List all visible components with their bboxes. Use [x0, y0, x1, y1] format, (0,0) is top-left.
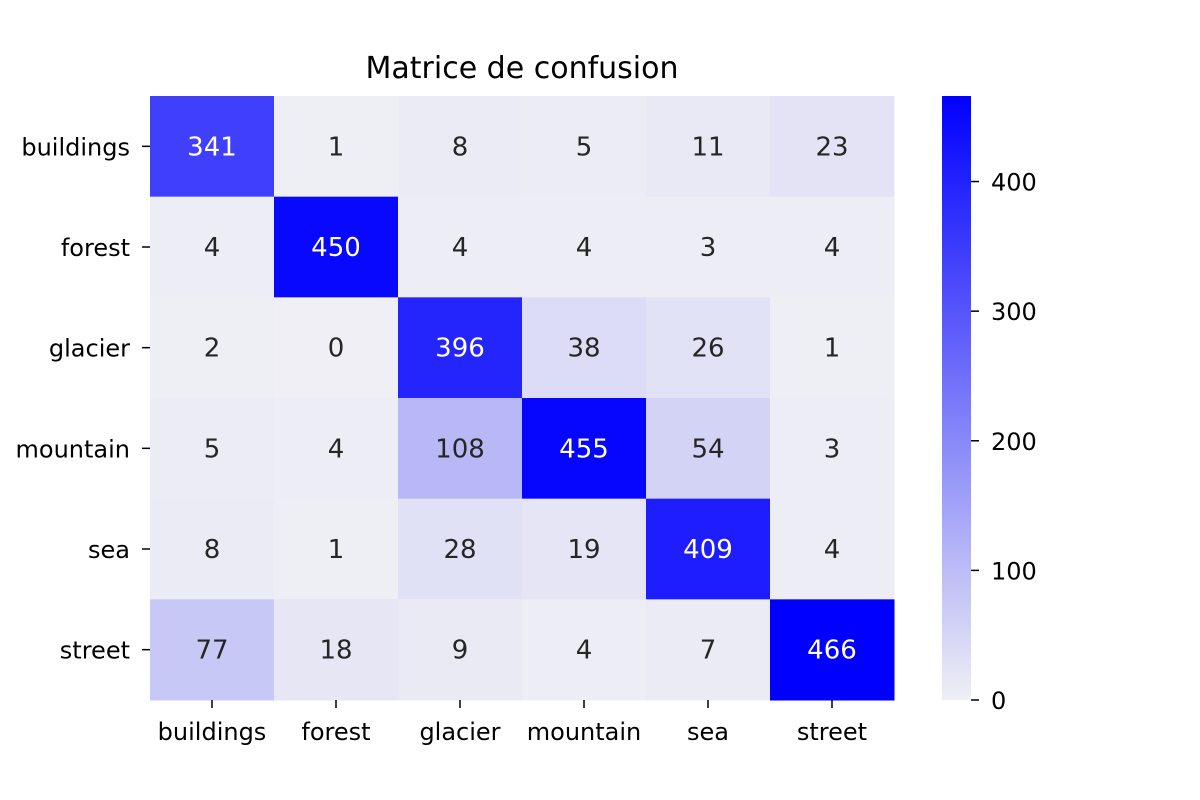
cell-value-label: 409 — [683, 535, 733, 565]
cell-value-label: 4 — [576, 233, 593, 263]
cell-value-label: 77 — [195, 636, 228, 666]
heatmap-cell — [522, 297, 647, 399]
heatmap-cell — [150, 96, 275, 198]
x-tick-label: mountain — [527, 718, 641, 746]
cell-value-label: 5 — [576, 132, 593, 162]
x-tick-label: buildings — [158, 718, 267, 746]
heatmap-cell — [770, 196, 895, 298]
cell-value-label: 4 — [824, 535, 841, 565]
cell-value-label: 11 — [691, 132, 724, 162]
heatmap-cell — [770, 398, 895, 500]
heatmap-cell — [274, 196, 399, 298]
heatmap-cell — [398, 196, 523, 298]
cell-value-label: 2 — [204, 334, 221, 364]
cell-value-label: 396 — [435, 334, 485, 364]
colorbar: 0 100 200 300 400 — [942, 96, 1037, 715]
heatmap-cell — [522, 599, 647, 701]
cell-value-label: 23 — [815, 132, 848, 162]
heatmap-cell — [398, 498, 523, 600]
cell-value-label: 108 — [435, 434, 485, 464]
heatmap-cell — [770, 498, 895, 600]
cell-value-label: 450 — [311, 233, 361, 263]
cell-value-label: 5 — [204, 434, 221, 464]
cell-value-label: 3 — [700, 233, 717, 263]
heatmap-cell — [150, 297, 275, 399]
heatmap-cell — [646, 297, 771, 399]
cell-value-label: 455 — [559, 434, 609, 464]
cell-value-label: 26 — [691, 334, 724, 364]
heatmap-cells: 341 1 8 5 11 234 450 4 4 3 42 0 396 38 26 15 4 108 455 54 38… — [150, 96, 895, 701]
heatmap-cell — [150, 398, 275, 500]
heatmap-cell — [150, 196, 275, 298]
x-tick-label: glacier — [419, 718, 500, 746]
cell-value-label: 18 — [319, 636, 352, 666]
heatmap-cell — [398, 297, 523, 399]
colorbar-tick-label: 0 — [991, 687, 1006, 715]
heatmap-cell — [522, 96, 647, 198]
x-axis: buildings forest glacier mountain sea street — [158, 700, 867, 746]
cell-value-label: 8 — [204, 535, 221, 565]
heatmap-cell — [770, 96, 895, 198]
cell-value-label: 4 — [204, 233, 221, 263]
colorbar-tick-label: 200 — [991, 428, 1037, 456]
heatmap-cell — [398, 599, 523, 701]
chart-title: Matrice de confusion — [366, 51, 679, 86]
heatmap-cell — [522, 498, 647, 600]
cell-value-label: 4 — [576, 636, 593, 666]
cell-value-label: 9 — [452, 636, 469, 666]
cell-value-label: 0 — [328, 334, 345, 364]
y-tick-label: glacier — [49, 335, 130, 363]
cell-value-label: 7 — [700, 636, 717, 666]
y-tick-label: forest — [61, 234, 130, 262]
cell-value-label: 28 — [443, 535, 476, 565]
y-tick-label: street — [60, 637, 130, 665]
heatmap-cell — [150, 599, 275, 701]
heatmap-cell — [274, 297, 399, 399]
colorbar-ticks: 0 100 200 300 400 — [971, 169, 1037, 715]
heatmap-cell — [646, 398, 771, 500]
y-tick-label: buildings — [21, 133, 130, 161]
cell-value-label: 4 — [824, 233, 841, 263]
cell-value-label: 4 — [328, 434, 345, 464]
y-tick-label: sea — [88, 536, 130, 564]
colorbar-tick-label: 300 — [991, 298, 1037, 326]
cell-value-label: 1 — [824, 334, 841, 364]
heatmap-cell — [274, 599, 399, 701]
heatmap-cell — [522, 398, 647, 500]
cell-value-label: 341 — [187, 132, 237, 162]
heatmap-cell — [274, 398, 399, 500]
y-tick-label: mountain — [16, 435, 130, 463]
colorbar-gradient — [942, 96, 971, 700]
y-axis: buildings forest glacier mountain sea street — [16, 133, 150, 665]
cell-value-label: 54 — [691, 434, 724, 464]
heatmap-cell — [646, 599, 771, 701]
colorbar-tick-label: 100 — [991, 557, 1037, 585]
cell-value-label: 4 — [452, 233, 469, 263]
heatmap-cell — [150, 498, 275, 600]
heatmap-cell — [646, 498, 771, 600]
heatmap-cell — [770, 297, 895, 399]
heatmap-cell — [646, 196, 771, 298]
heatmap-cell — [646, 96, 771, 198]
heatmap-cell — [770, 599, 895, 701]
cell-value-label: 466 — [807, 636, 857, 666]
cell-value-label: 19 — [567, 535, 600, 565]
heatmap-cell — [274, 498, 399, 600]
x-tick-label: street — [797, 718, 867, 746]
heatmap-cell — [274, 96, 399, 198]
cell-value-label: 38 — [567, 334, 600, 364]
cell-value-label: 1 — [328, 132, 345, 162]
heatmap-cell — [522, 196, 647, 298]
colorbar-tick-label: 400 — [991, 169, 1037, 197]
x-tick-label: sea — [687, 718, 729, 746]
heatmap-cell — [398, 398, 523, 500]
cell-value-label: 3 — [824, 434, 841, 464]
heatmap-cell — [398, 96, 523, 198]
x-tick-label: forest — [301, 718, 370, 746]
cell-value-label: 8 — [452, 132, 469, 162]
cell-value-label: 1 — [328, 535, 345, 565]
